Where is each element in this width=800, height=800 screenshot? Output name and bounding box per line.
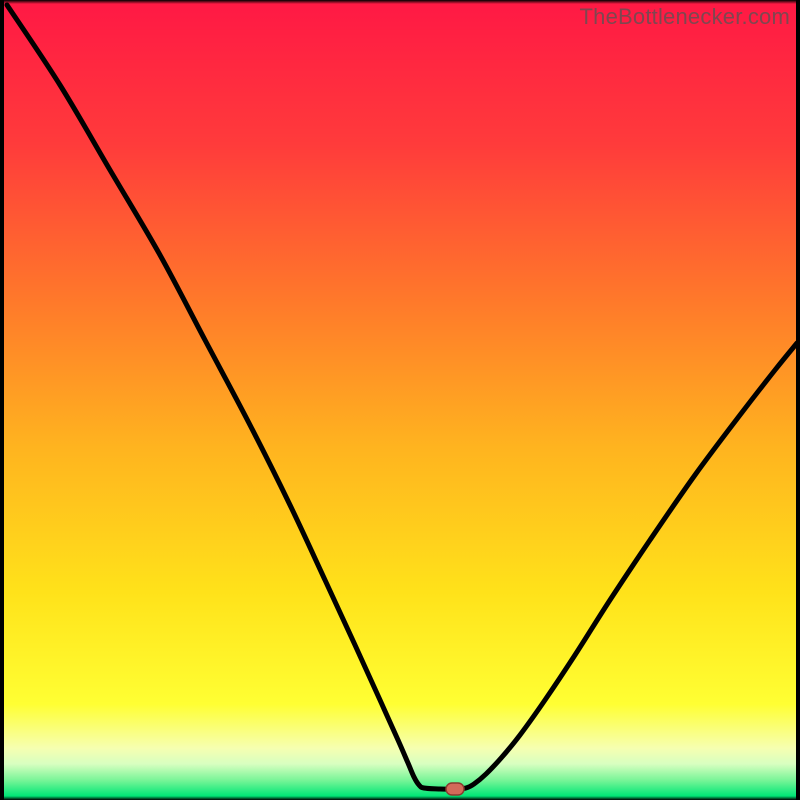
chart-stage: TheBottlenecker.com — [0, 0, 800, 800]
watermark-text: TheBottlenecker.com — [580, 4, 790, 30]
gradient-background — [0, 0, 800, 800]
